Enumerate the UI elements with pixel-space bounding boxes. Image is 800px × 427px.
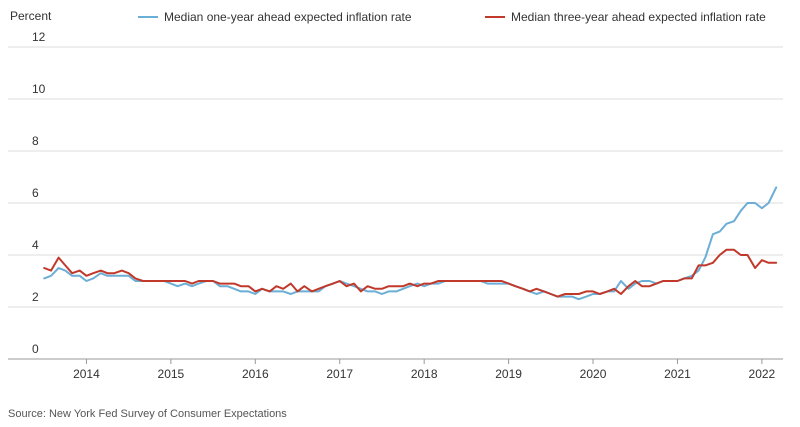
x-axis-ticks: 2014 2015 2016 2017 2018 2019 2020 2021 2022 [73,359,776,381]
x-tick-label-2015: 2015 [158,367,185,381]
source-note: Source: New York Fed Survey of Consumer … [8,408,287,420]
x-tick-label-2021: 2021 [664,367,691,381]
x-tick-label-2017: 2017 [326,367,353,381]
x-tick-label-2014: 2014 [73,367,100,381]
x-tick-label-2018: 2018 [411,367,438,381]
legend-label-one-year: Median one-year ahead expected inflation… [164,10,412,24]
three-year-series-line [43,248,778,298]
y-axis-ticks: 0 2 4 6 8 10 12 [32,30,46,356]
x-tick-label-2020: 2020 [580,367,607,381]
y-axis-title: Percent [10,9,52,23]
x-tick-label-2022: 2022 [749,367,776,381]
legend: Median one-year ahead expected inflation… [138,10,766,24]
x-tick-label-2016: 2016 [242,367,269,381]
y-tick-label-10: 10 [32,82,46,96]
y-tick-label-0: 0 [32,342,39,356]
series-lines [43,186,778,301]
y-tick-label-2: 2 [32,290,39,304]
one-year-series-line [43,186,778,301]
y-tick-label-4: 4 [32,238,39,252]
x-tick-label-2019: 2019 [495,367,522,381]
gridlines [8,46,783,360]
y-tick-label-6: 6 [32,186,39,200]
legend-label-three-year: Median three-year ahead expected inflati… [511,10,766,24]
y-tick-label-12: 12 [32,30,46,44]
y-tick-label-8: 8 [32,134,39,148]
